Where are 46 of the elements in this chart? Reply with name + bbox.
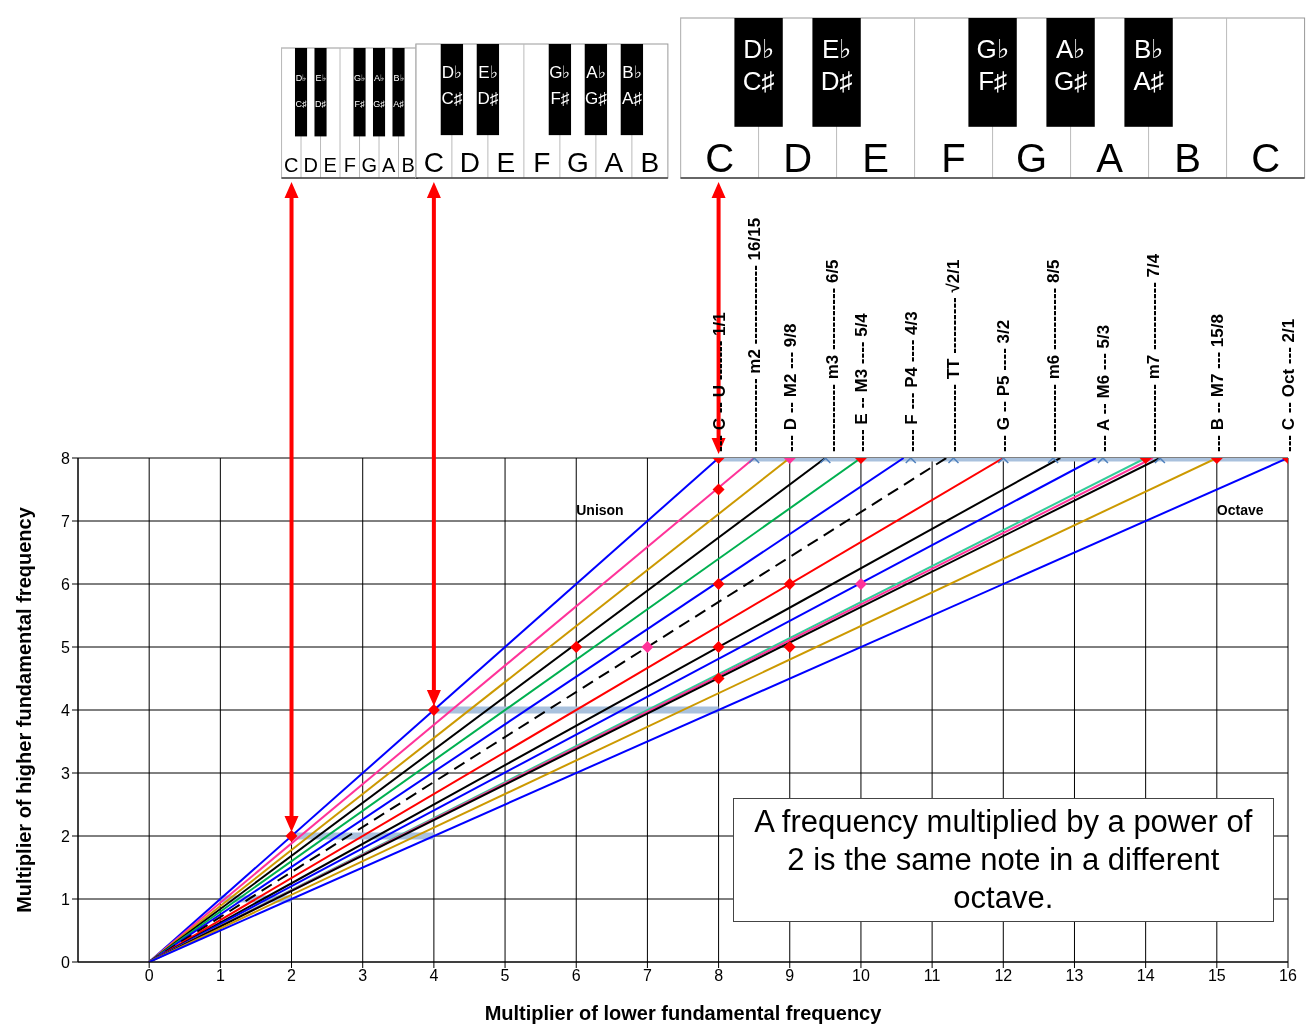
x-tick-label: 7 xyxy=(642,967,652,985)
x-tick-label: 9 xyxy=(785,967,795,985)
y-tick-label: 7 xyxy=(61,512,71,530)
piano-keyboard: C D E F G A B C D♭ C♯ E♭ D♯ G♭ F♯ A♭ G♯ B♭ A♯ xyxy=(680,17,1306,180)
annotation: ------------ m7 ------------ 7/4 xyxy=(1143,253,1163,452)
annotation: A frequency multiplied by a power of 2 is the same note in a different octave. xyxy=(732,798,1274,923)
annotation: --- B -- M7 --- 15/8 xyxy=(1207,314,1227,452)
x-tick-label: 6 xyxy=(571,967,581,985)
annotation: ------------ m3 ----------- 6/5 xyxy=(823,259,843,452)
x-tick-label: 5 xyxy=(500,967,510,985)
annotation: --- A -- M6 --- 5/3 xyxy=(1093,324,1113,452)
x-tick-label: 13 xyxy=(1065,967,1084,985)
y-tick-label: 1 xyxy=(61,890,71,908)
x-tick-label: 14 xyxy=(1136,967,1155,985)
y-tick-label: 3 xyxy=(61,764,71,782)
annotation: ---- F --- P4 ---- 4/3 xyxy=(901,311,921,452)
annotation: ---- E -- M3 ---- 5/4 xyxy=(851,312,871,452)
x-tick-label: 1 xyxy=(215,967,225,985)
x-axis-title: Multiplier of lower fundamental frequency xyxy=(484,1002,883,1024)
x-tick-label: 10 xyxy=(852,967,870,985)
annotation: Octave xyxy=(1216,501,1264,518)
annotation: ------------ m6 ----------- 8/5 xyxy=(1044,259,1064,452)
x-tick-label: 0 xyxy=(144,967,154,985)
annotation: --- G -- P5 ---- 3/2 xyxy=(994,319,1014,452)
y-tick-label: 0 xyxy=(61,953,71,971)
x-tick-label: 2 xyxy=(287,967,297,985)
annotation: --- C -- Oct --- 2/1 xyxy=(1279,318,1298,452)
annotation: ------------- m2 -------------- 16/15 xyxy=(745,217,765,452)
x-tick-label: 15 xyxy=(1207,967,1226,985)
x-tick-label: 8 xyxy=(714,967,724,985)
y-axis-title: Multiplier of higher fundamental frequency xyxy=(13,506,36,913)
annotation: --- D -- M2 --- 9/8 xyxy=(780,323,800,452)
x-tick-label: 4 xyxy=(429,967,439,985)
x-tick-label: 16 xyxy=(1279,967,1297,985)
annotation: Unison xyxy=(576,501,624,518)
y-tick-label: 8 xyxy=(61,449,71,467)
annotation: ------------ TT ---------- √2/1 xyxy=(944,259,964,452)
annotation: --- C -- U ------- 1/1 xyxy=(709,312,729,452)
x-tick-label: 11 xyxy=(923,967,941,985)
y-tick-label: 6 xyxy=(61,575,71,593)
x-tick-label: 3 xyxy=(358,967,368,985)
y-tick-label: 5 xyxy=(61,638,71,656)
x-tick-label: 12 xyxy=(994,967,1013,985)
y-tick-label: 2 xyxy=(61,827,71,845)
y-tick-label: 4 xyxy=(61,701,71,719)
piano-keyboard: C D E F G A B D♭ C♯ E♭ D♯ G♭ F♯ A♭ G♯ B♭ A♯ xyxy=(415,43,669,179)
